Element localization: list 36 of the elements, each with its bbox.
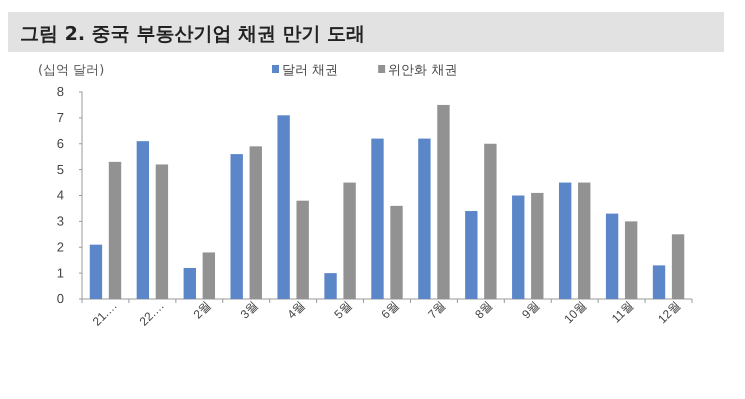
x-tick-label: 21.… [90,298,120,329]
bar [136,141,150,299]
y-tick-label: 4 [56,188,64,203]
bar [652,265,666,299]
bar [606,214,618,299]
x-tick-label: 2월 [190,298,214,322]
legend-label: 달러 채권 [282,63,338,78]
y-tick-label: 3 [56,214,64,229]
bar [418,138,431,299]
bar [184,268,196,299]
bar [277,115,290,299]
y-tick-label: 8 [56,84,64,100]
bar [90,244,102,299]
x-tick-label: 9월 [519,298,542,322]
x-tick-label: 3월 [238,298,261,322]
bar [512,196,524,299]
y-tick-label: 5 [56,162,64,177]
x-tick-label: 4월 [284,298,308,322]
x-tick-label: 7월 [425,298,448,322]
y-tick-label: 1 [56,265,64,280]
y-tick-label: 7 [56,110,64,126]
legend-label: 위안화 채권 [388,63,458,78]
x-tick-label: 6월 [378,298,402,322]
chart-title: 그림 2. 중국 부동산기업 채권 만기 도래 [20,23,366,45]
bar [558,182,572,299]
y-tick-label: 6 [56,136,64,151]
y-axis-title: (십억 달러) [38,63,104,78]
y-tick-label: 0 [56,291,64,306]
x-tick-label: 8월 [472,298,496,322]
x-tick-label: 5월 [331,298,354,322]
bar [465,211,478,299]
bar [230,154,243,299]
y-tick-label: 2 [56,239,64,254]
bar [371,138,384,299]
x-tick-label: 22.… [136,298,167,329]
bar [324,273,337,299]
